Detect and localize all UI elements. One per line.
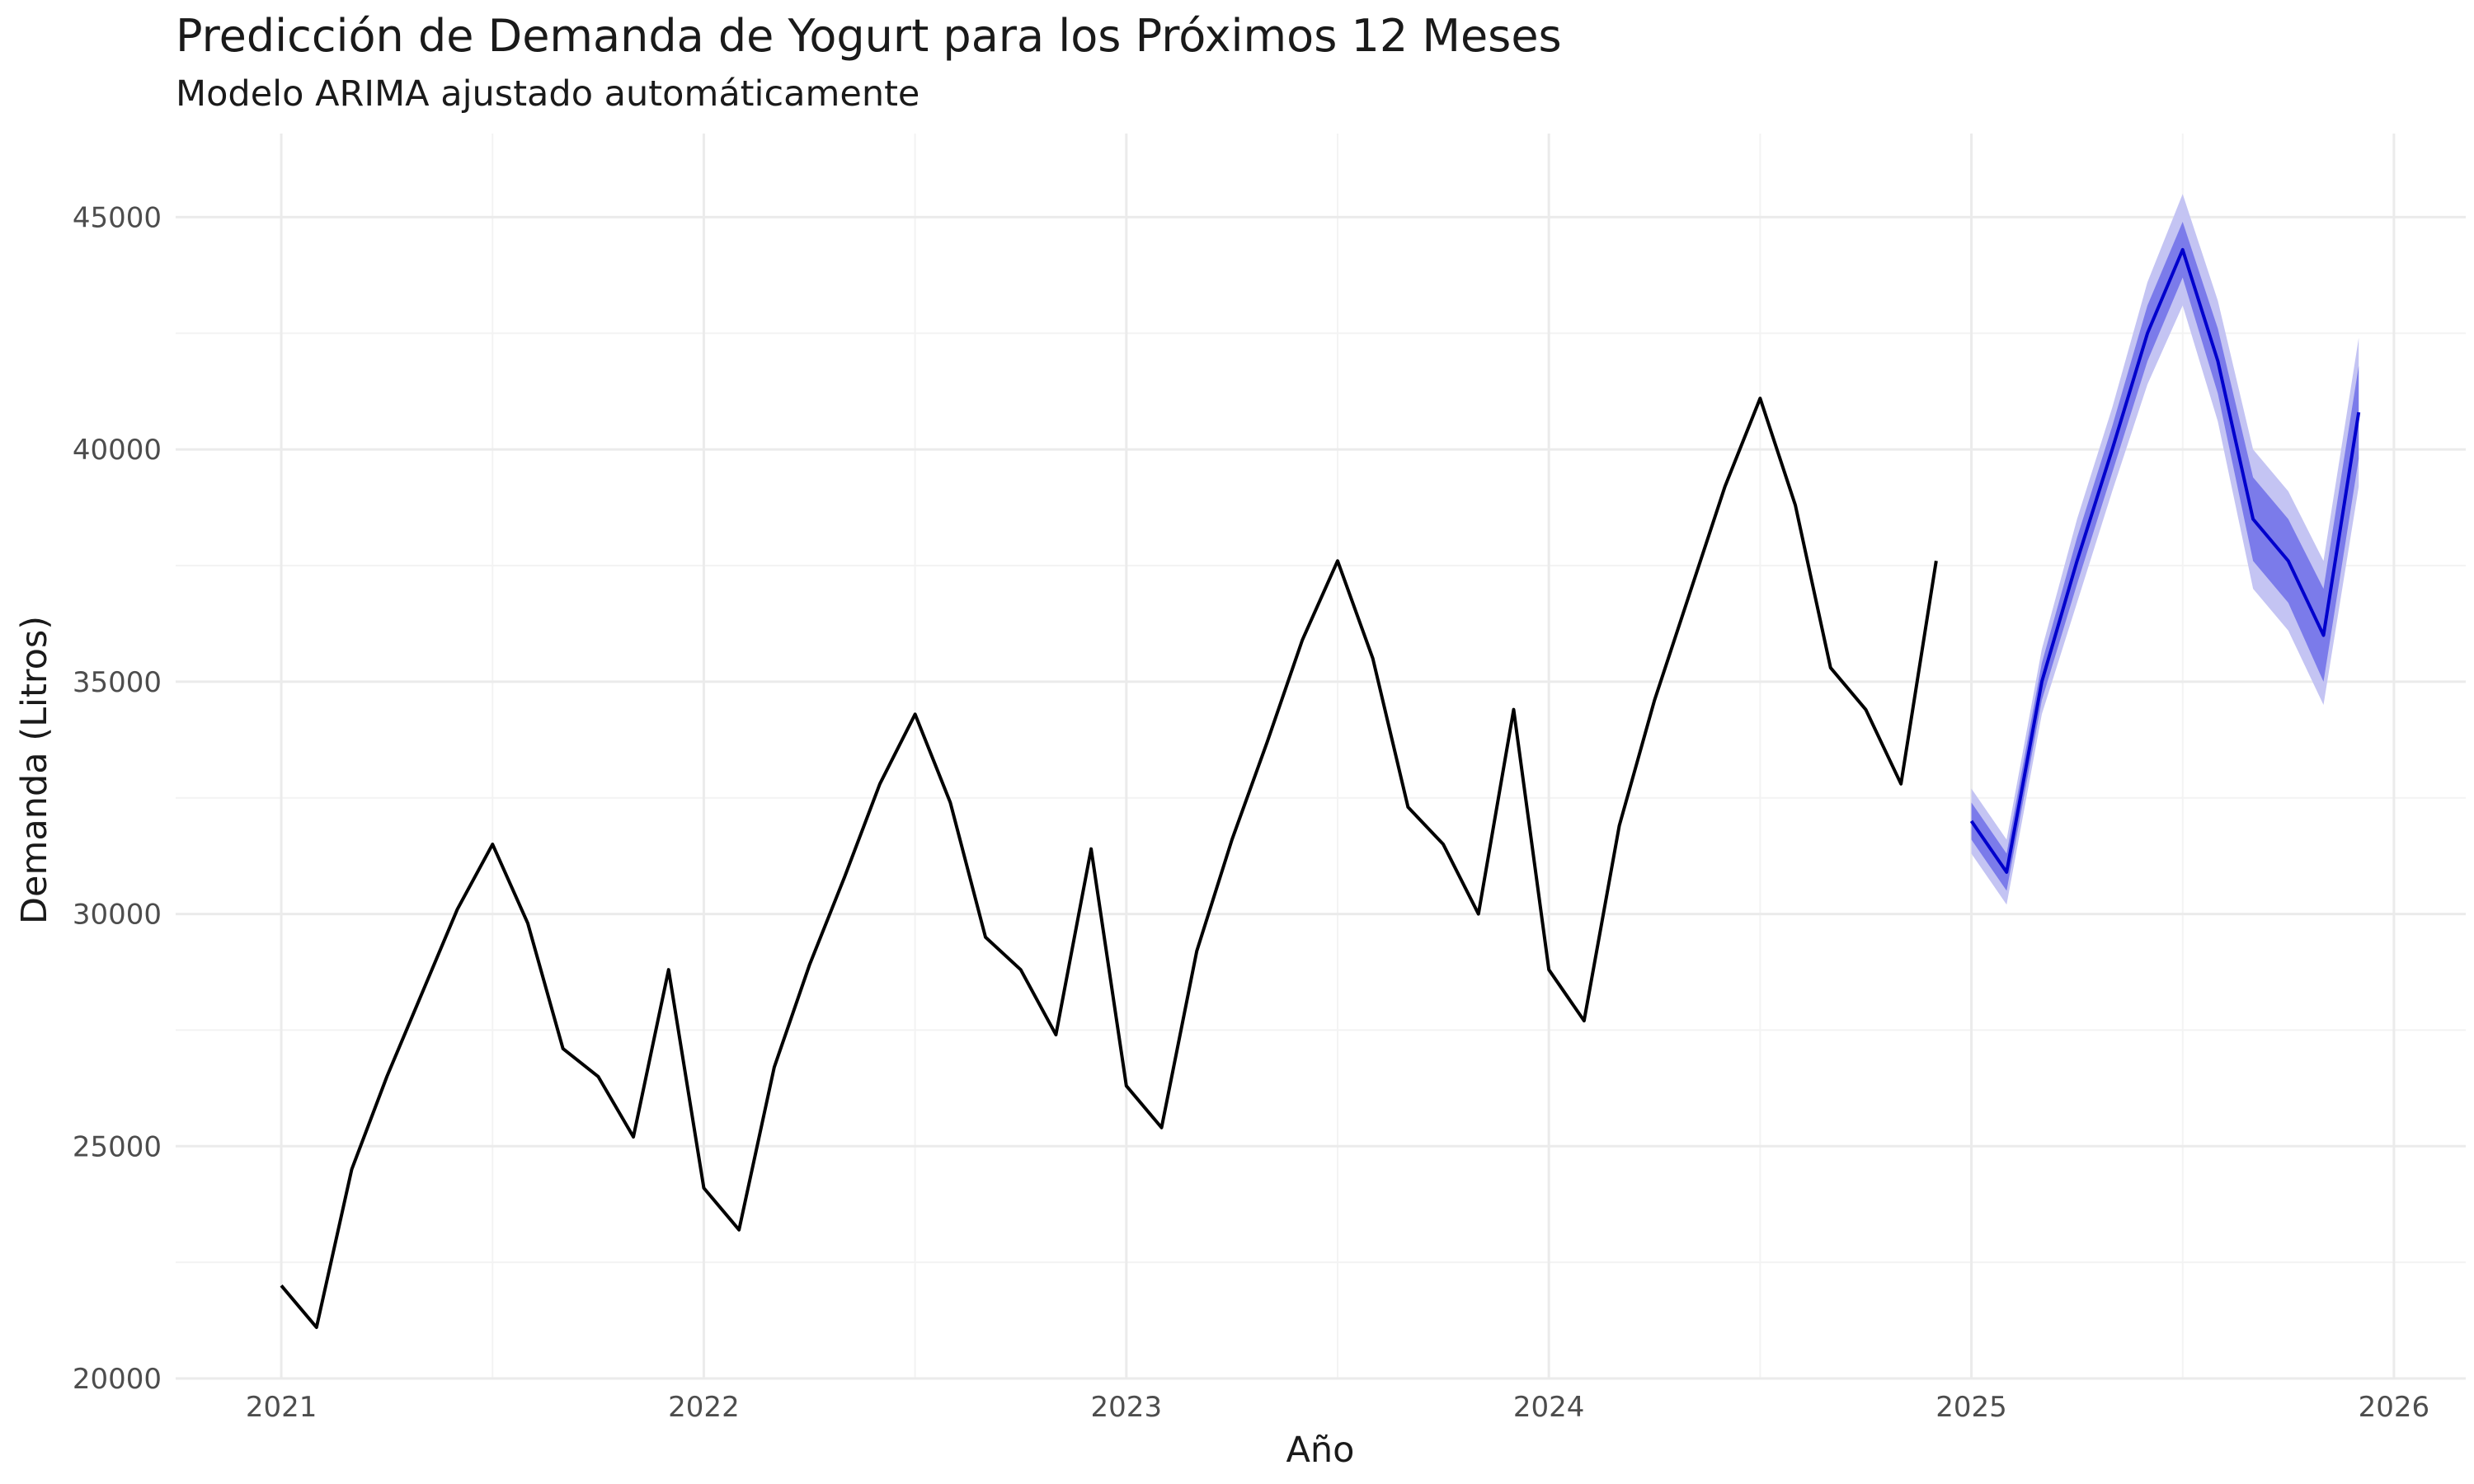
- y-tick-label: 35000: [73, 666, 162, 699]
- y-tick-label: 25000: [73, 1130, 162, 1163]
- chart-subtitle: Modelo ARIMA ajustado automáticamente: [176, 73, 920, 115]
- y-tick-label: 40000: [73, 434, 162, 467]
- x-tick-label: 2021: [246, 1391, 317, 1424]
- x-tick-label: 2023: [1091, 1391, 1163, 1424]
- y-axis-title: Demanda (Litros): [14, 616, 55, 924]
- y-axis-ticks: 20000 25000 30000 35000 40000 45000: [73, 201, 162, 1396]
- y-tick-label: 30000: [73, 899, 162, 932]
- x-axis-title: Año: [1286, 1430, 1355, 1471]
- chart-title: Predicción de Demanda de Yogurt para los…: [176, 10, 1562, 62]
- forecast-bands: [1971, 194, 2359, 905]
- grid-minor: [176, 134, 2466, 1378]
- y-tick-label: 45000: [73, 201, 162, 234]
- forecast-line: [1969, 247, 2361, 874]
- x-tick-label: 2025: [1935, 1391, 2007, 1424]
- band-80-area: [1971, 222, 2359, 891]
- x-tick-label: 2024: [1513, 1391, 1585, 1424]
- grid-major: [176, 134, 2466, 1380]
- x-axis-ticks: 2021 2022 2023 2024 2025 2026: [246, 1391, 2429, 1424]
- x-tick-label: 2022: [668, 1391, 740, 1424]
- series-lines: [280, 247, 2361, 1330]
- history-line: [280, 397, 1938, 1330]
- y-tick-label: 20000: [73, 1363, 162, 1396]
- x-tick-label: 2026: [2359, 1391, 2430, 1424]
